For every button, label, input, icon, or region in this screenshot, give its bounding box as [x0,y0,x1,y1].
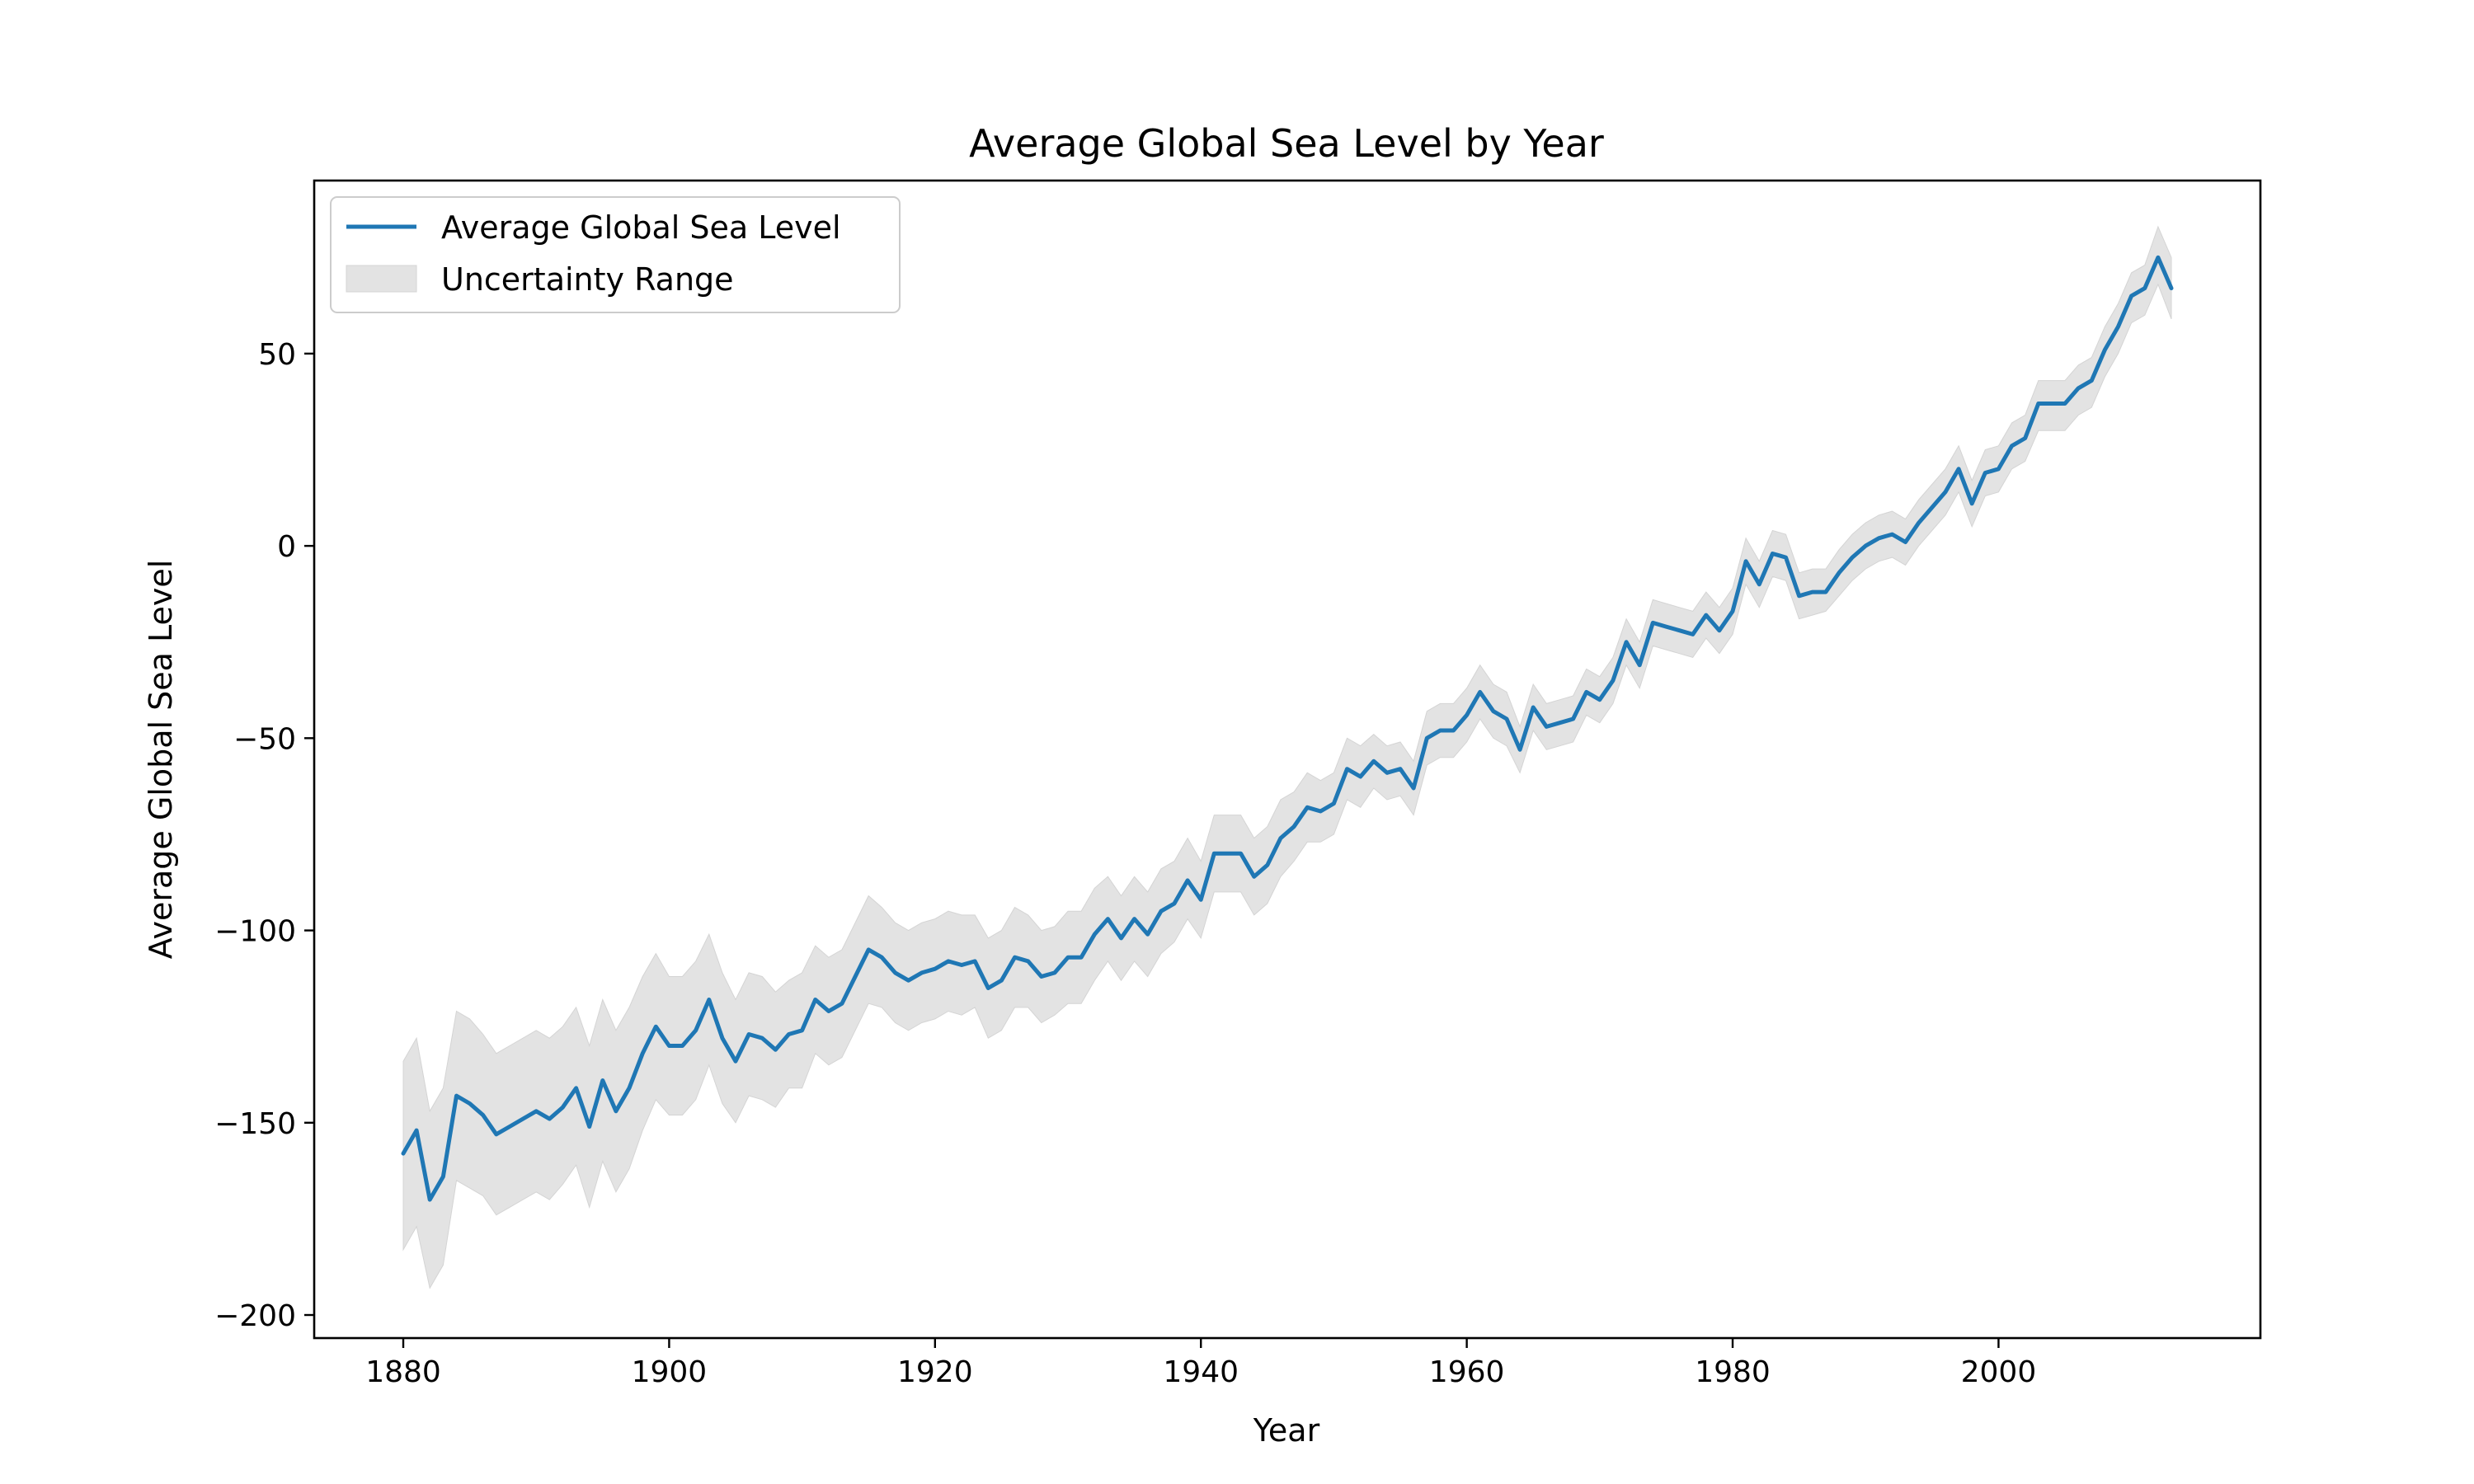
legend: Average Global Sea Level Uncertainty Ran… [330,196,901,313]
legend-line-label: Average Global Sea Level [441,209,841,246]
legend-box [330,196,901,313]
plot-area [401,225,2174,1289]
x-tick-label: 2000 [1961,1355,2037,1389]
x-tick-label: 1980 [1695,1355,1771,1389]
y-axis-label: Average Global Sea Level [143,560,179,960]
y-tick-label: −50 [233,722,296,756]
y-tick-label: −100 [214,915,296,949]
x-tick-label: 1920 [897,1355,973,1389]
x-axis-label: Year [1253,1412,1320,1449]
axes-frame [313,179,2262,1340]
y-axis: −200 −150 −100 −50 0 50 [214,338,314,1333]
y-tick-label: 50 [258,338,296,372]
y-tick-label: −200 [214,1299,296,1333]
x-tick-label: 1900 [632,1355,708,1389]
y-tick-label: −150 [214,1107,296,1141]
legend-band-swatch [346,265,417,293]
x-axis: 1880 1900 1920 1940 1960 1980 2000 [365,1338,2036,1389]
x-tick-label: 1880 [365,1355,441,1389]
sea-level-line [401,255,2174,1202]
chart-title: Average Global Sea Level by Year [969,121,1604,166]
x-tick-label: 1940 [1163,1355,1239,1389]
uncertainty-band [402,225,2172,1289]
y-tick-label: 0 [277,530,296,564]
legend-band-label: Uncertainty Range [441,261,734,298]
x-tick-label: 1960 [1429,1355,1505,1389]
